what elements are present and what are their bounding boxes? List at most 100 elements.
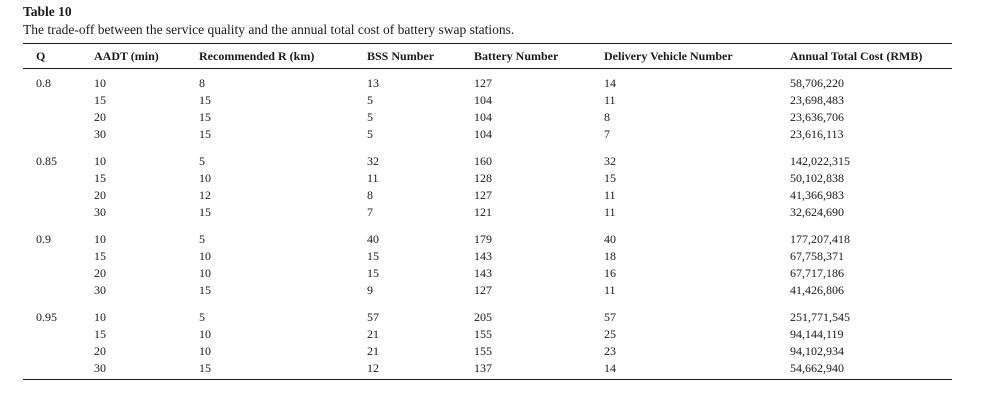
annual-total-cost-cell: 23,636,706 (790, 110, 844, 124)
delivery-vehicle-number-cell: 40 (604, 232, 616, 246)
recommended-r-cell: 15 (199, 127, 211, 141)
aadt-cell: 10 (94, 154, 106, 168)
delivery-vehicle-number-cell: 11 (604, 93, 616, 107)
column-header-annual-total-cost: Annual Total Cost (RMB) (790, 49, 923, 63)
delivery-vehicle-number-cell: 23 (604, 344, 616, 358)
battery-number-cell: 160 (474, 154, 492, 168)
bss-number-cell: 15 (367, 266, 379, 280)
bss-number-cell: 57 (367, 310, 379, 324)
column-header-aadt: AADT (min) (94, 49, 159, 63)
annual-total-cost-cell: 50,102,838 (790, 171, 844, 185)
aadt-cell: 15 (94, 327, 106, 341)
battery-number-cell: 205 (474, 310, 492, 324)
recommended-r-cell: 15 (199, 93, 211, 107)
annual-total-cost-cell: 94,102,934 (790, 344, 844, 358)
annual-total-cost-cell: 58,706,220 (790, 76, 844, 90)
aadt-cell: 20 (94, 266, 106, 280)
delivery-vehicle-number-cell: 14 (604, 76, 616, 90)
delivery-vehicle-number-cell: 25 (604, 327, 616, 341)
table-caption-title: Table 10 (23, 4, 72, 19)
recommended-r-cell: 8 (199, 76, 205, 90)
recommended-r-cell: 15 (199, 205, 211, 219)
battery-number-cell: 143 (474, 266, 492, 280)
aadt-cell: 10 (94, 76, 106, 90)
aadt-cell: 15 (94, 171, 106, 185)
recommended-r-cell: 12 (199, 188, 211, 202)
aadt-cell: 20 (94, 188, 106, 202)
recommended-r-cell: 15 (199, 361, 211, 375)
table-top-rule (23, 43, 952, 44)
battery-number-cell: 104 (474, 110, 492, 124)
battery-number-cell: 127 (474, 283, 492, 297)
delivery-vehicle-number-cell: 32 (604, 154, 616, 168)
bss-number-cell: 5 (367, 93, 373, 107)
delivery-vehicle-number-cell: 15 (604, 171, 616, 185)
recommended-r-cell: 5 (199, 232, 205, 246)
battery-number-cell: 127 (474, 76, 492, 90)
bss-number-cell: 21 (367, 344, 379, 358)
annual-total-cost-cell: 94,144,119 (790, 327, 844, 341)
aadt-cell: 30 (94, 361, 106, 375)
battery-number-cell: 143 (474, 249, 492, 263)
annual-total-cost-cell: 177,207,418 (790, 232, 850, 246)
annual-total-cost-cell: 41,366,983 (790, 188, 844, 202)
table-bottom-rule (23, 379, 952, 380)
aadt-cell: 20 (94, 344, 106, 358)
bss-number-cell: 8 (367, 188, 373, 202)
battery-number-cell: 127 (474, 188, 492, 202)
annual-total-cost-cell: 142,022,315 (790, 154, 850, 168)
annual-total-cost-cell: 23,616,113 (790, 127, 844, 141)
annual-total-cost-cell: 41,426,806 (790, 283, 844, 297)
annual-total-cost-cell: 32,624,690 (790, 205, 844, 219)
annual-total-cost-cell: 251,771,545 (790, 310, 850, 324)
column-header-q: Q (36, 49, 46, 63)
column-header-delivery-vehicle-number: Delivery Vehicle Number (604, 49, 733, 63)
bss-number-cell: 11 (367, 171, 379, 185)
aadt-cell: 30 (94, 205, 106, 219)
battery-number-cell: 179 (474, 232, 492, 246)
bss-number-cell: 9 (367, 283, 373, 297)
q-value-cell: 0.9 (36, 232, 51, 246)
battery-number-cell: 104 (474, 93, 492, 107)
recommended-r-cell: 10 (199, 327, 211, 341)
column-header-bss-number: BSS Number (367, 49, 435, 63)
recommended-r-cell: 15 (199, 283, 211, 297)
table-caption-text: The trade-off between the service qualit… (23, 22, 515, 37)
delivery-vehicle-number-cell: 11 (604, 283, 616, 297)
recommended-r-cell: 15 (199, 110, 211, 124)
annual-total-cost-cell: 54,662,940 (790, 361, 844, 375)
delivery-vehicle-number-cell: 18 (604, 249, 616, 263)
bss-number-cell: 21 (367, 327, 379, 341)
bss-number-cell: 5 (367, 110, 373, 124)
aadt-cell: 30 (94, 283, 106, 297)
recommended-r-cell: 10 (199, 171, 211, 185)
aadt-cell: 15 (94, 93, 106, 107)
bss-number-cell: 7 (367, 205, 373, 219)
aadt-cell: 30 (94, 127, 106, 141)
bss-number-cell: 13 (367, 76, 379, 90)
delivery-vehicle-number-cell: 8 (604, 110, 610, 124)
delivery-vehicle-number-cell: 14 (604, 361, 616, 375)
table-header-rule (23, 68, 952, 69)
aadt-cell: 15 (94, 249, 106, 263)
delivery-vehicle-number-cell: 16 (604, 266, 616, 280)
q-value-cell: 0.8 (36, 76, 51, 90)
recommended-r-cell: 10 (199, 344, 211, 358)
battery-number-cell: 128 (474, 171, 492, 185)
battery-number-cell: 121 (474, 205, 492, 219)
annual-total-cost-cell: 67,717,186 (790, 266, 844, 280)
column-header-battery-number: Battery Number (474, 49, 559, 63)
battery-number-cell: 137 (474, 361, 492, 375)
column-header-recommended-r: Recommended R (km) (199, 49, 315, 63)
bss-number-cell: 15 (367, 249, 379, 263)
recommended-r-cell: 10 (199, 249, 211, 263)
bss-number-cell: 12 (367, 361, 379, 375)
delivery-vehicle-number-cell: 11 (604, 188, 616, 202)
battery-number-cell: 155 (474, 344, 492, 358)
bss-number-cell: 32 (367, 154, 379, 168)
delivery-vehicle-number-cell: 11 (604, 205, 616, 219)
battery-number-cell: 155 (474, 327, 492, 341)
bss-number-cell: 40 (367, 232, 379, 246)
aadt-cell: 10 (94, 310, 106, 324)
annual-total-cost-cell: 67,758,371 (790, 249, 844, 263)
